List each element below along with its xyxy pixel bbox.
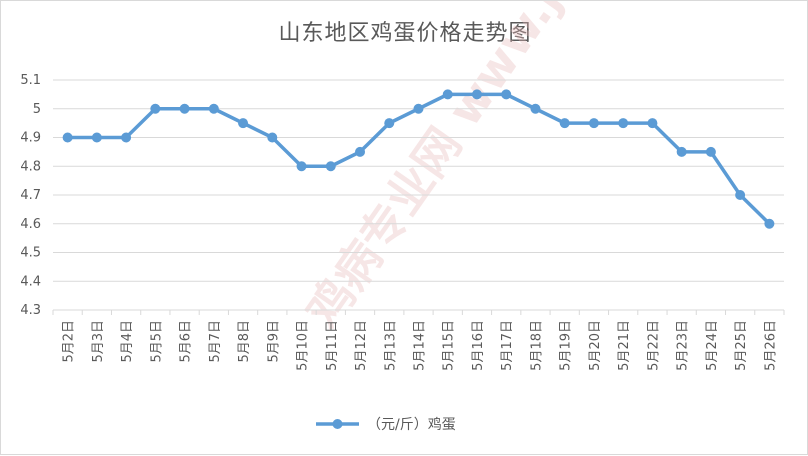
x-tick-label: 5月16日	[471, 320, 486, 371]
x-tick-label: 5月13日	[383, 320, 398, 371]
data-point	[179, 103, 190, 114]
x-tick-label: 5月8日	[237, 320, 252, 363]
x-tick-label: 5月17日	[500, 320, 515, 371]
data-point	[559, 118, 570, 129]
x-tick-label: 5月4日	[120, 320, 135, 363]
legend-marker	[332, 419, 343, 429]
x-tick-label: 5月5日	[149, 320, 164, 363]
chart-title: 山东地区鸡蛋价格走势图	[278, 21, 532, 46]
x-tick-label: 5月14日	[413, 320, 428, 371]
data-point	[91, 132, 102, 143]
data-point	[384, 118, 395, 129]
x-tick-label: 5月6日	[179, 320, 194, 363]
x-tick-label: 5月11日	[325, 320, 340, 371]
data-point	[530, 103, 541, 114]
watermark-text: 鸡病专业网 www.jbzyw.com	[296, 1, 717, 337]
y-tick-label: 5	[33, 102, 41, 117]
data-point	[764, 218, 775, 229]
grid-lines	[53, 79, 784, 311]
x-tick-label: 5月9日	[266, 320, 281, 363]
data-point	[471, 89, 482, 100]
x-tick-label: 5月12日	[354, 320, 369, 371]
x-tick-label: 5月10日	[296, 320, 311, 371]
x-tick-label: 5月22日	[646, 320, 661, 371]
y-tick-label: 4.9	[20, 131, 41, 146]
data-point	[208, 103, 219, 114]
data-point	[238, 118, 249, 129]
y-tick-label: 4.6	[20, 217, 41, 232]
y-axis-ticks: 4.3 4.4 4.5 4.6 4.7 4.8 4.9 5 5.1	[20, 73, 41, 318]
data-point	[735, 190, 746, 200]
x-tick-label: 5月18日	[529, 320, 544, 371]
y-tick-label: 4.4	[20, 274, 41, 289]
x-tick-label: 5月24日	[705, 320, 720, 371]
data-point	[705, 146, 716, 157]
data-point	[501, 89, 512, 100]
y-tick-label: 4.5	[20, 246, 41, 261]
data-point	[296, 161, 307, 172]
data-point	[588, 118, 599, 129]
data-point	[325, 161, 336, 172]
data-point	[150, 103, 161, 114]
legend: （元/斤）鸡蛋	[316, 416, 456, 433]
data-point	[267, 132, 278, 143]
x-tick-label: 5月7日	[208, 320, 223, 363]
data-point	[121, 132, 132, 143]
data-point	[413, 103, 424, 114]
watermark: 鸡病专业网 www.jbzyw.com	[296, 1, 717, 337]
data-point	[647, 118, 658, 129]
y-tick-label: 4.7	[20, 188, 41, 203]
x-tick-label: 5月15日	[442, 320, 457, 371]
data-point	[442, 89, 453, 100]
y-tick-label: 5.1	[20, 73, 41, 88]
data-point	[355, 146, 366, 157]
x-tick-label: 5月25日	[734, 320, 749, 371]
x-tick-label: 5月23日	[676, 320, 691, 371]
x-axis-ticks: 5月2日 5月3日 5月4日 5月5日 5月6日 5月7日 5月8日 5月9日 5月10日 5月1…	[52, 310, 785, 371]
x-tick-label: 5月21日	[617, 320, 632, 371]
data-point	[676, 146, 687, 157]
x-tick-label: 5月26日	[763, 320, 778, 371]
x-tick-label: 5月19日	[559, 320, 574, 371]
x-tick-label: 5月3日	[91, 320, 106, 363]
series-layer	[62, 89, 775, 229]
x-tick-label: 5月20日	[588, 320, 603, 371]
data-point	[618, 118, 629, 129]
legend-label: （元/斤）鸡蛋	[367, 416, 456, 433]
y-tick-label: 4.3	[20, 303, 41, 318]
x-tick-label: 5月2日	[62, 320, 77, 363]
data-point	[62, 132, 73, 143]
y-tick-label: 4.8	[20, 159, 41, 174]
